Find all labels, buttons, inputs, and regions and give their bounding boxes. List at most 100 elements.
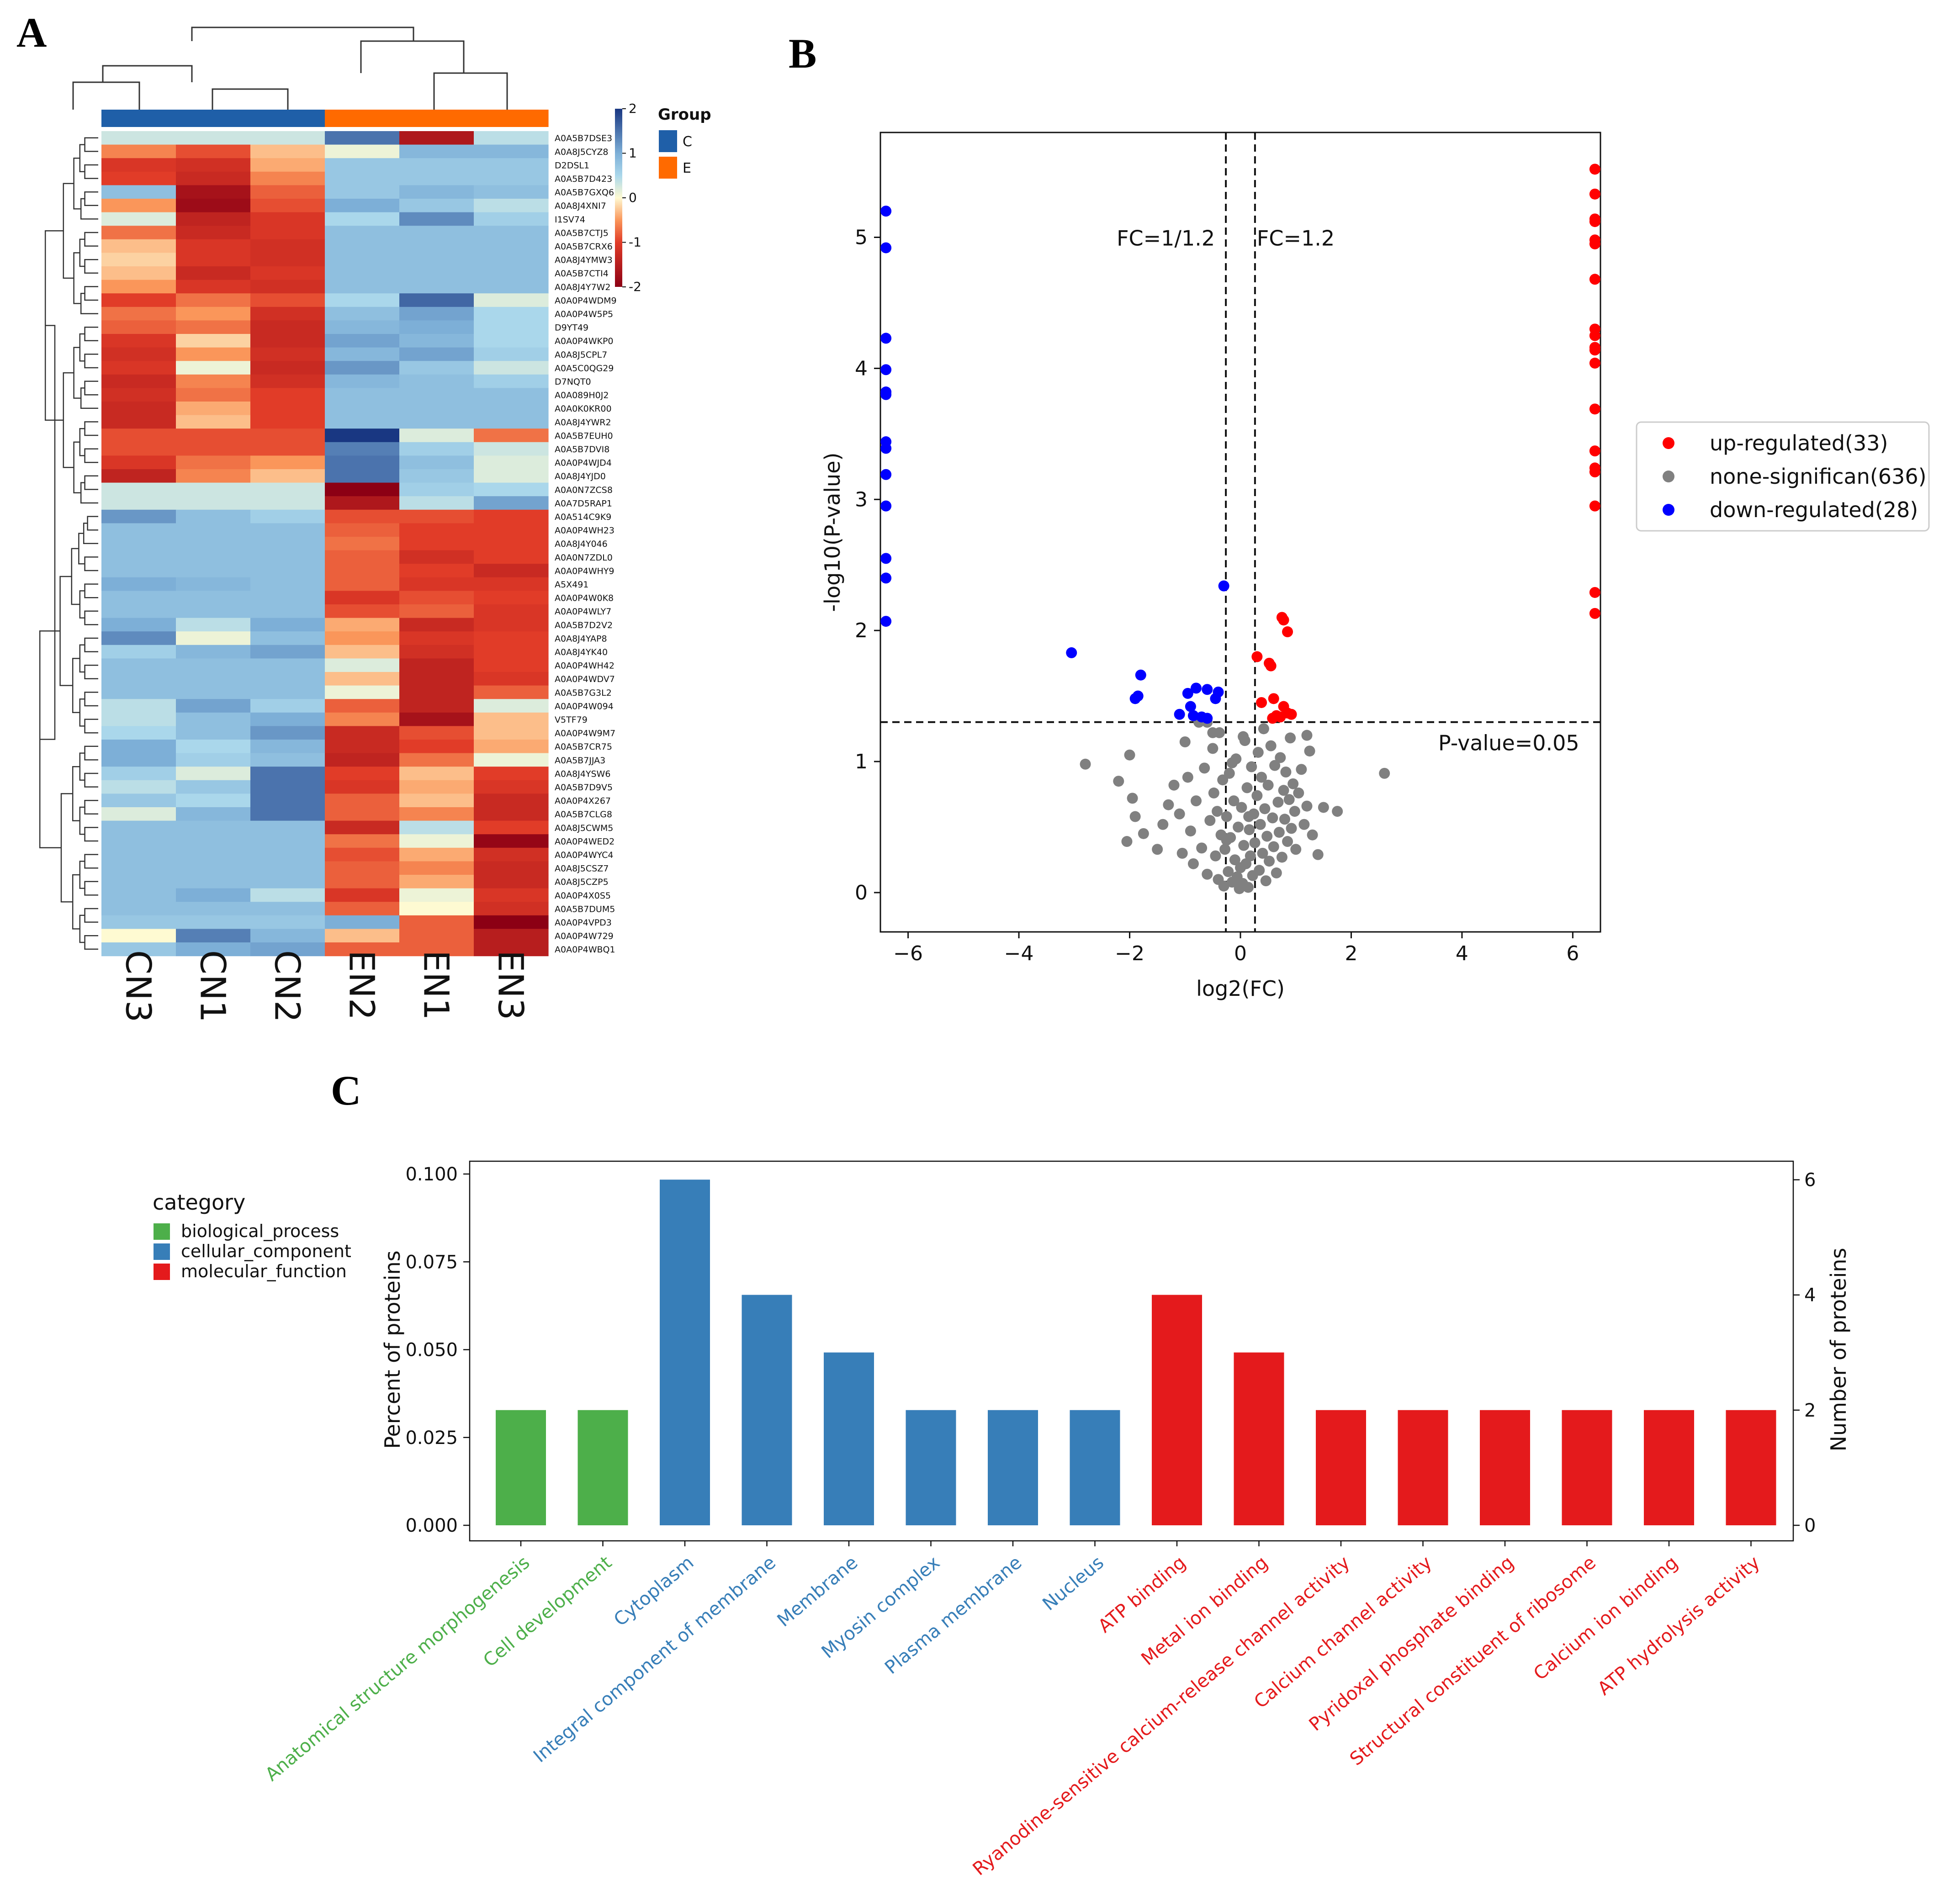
heatmap-cell (399, 672, 474, 686)
none-significant-point (1157, 819, 1169, 830)
down-regulated-point (880, 206, 892, 217)
colorbar-tick-label: -2 (629, 279, 641, 294)
colorbar-strip (615, 109, 622, 287)
heatmap-cell (474, 158, 549, 172)
volcano-x-tick-label: 0 (1234, 942, 1247, 965)
heatmap-cell (176, 740, 251, 754)
heatmap-cell (250, 212, 325, 226)
none-significant-point (1199, 762, 1210, 774)
heatmap-cell (399, 631, 474, 645)
heatmap-column-label: EN2 (342, 950, 382, 1020)
heatmap-cell (176, 253, 251, 267)
none-significant-point (1182, 772, 1193, 783)
heatmap-cell (474, 469, 549, 483)
heatmap-cell (399, 185, 474, 199)
none-significant-point (1268, 841, 1279, 852)
heatmap-cell (176, 550, 251, 564)
heatmap-cell (101, 523, 176, 537)
heatmap-cell (176, 685, 251, 699)
heatmap-cell (101, 253, 176, 267)
heatmap-cell (399, 374, 474, 388)
heatmap-column-label: CN2 (267, 950, 308, 1022)
up-regulated-point (1286, 709, 1297, 720)
group-bar-segment (176, 110, 251, 127)
up-regulated-point (1589, 274, 1600, 285)
gobar-y-label: Percent of proteins (380, 1250, 405, 1449)
heatmap-cell (325, 793, 400, 808)
heatmap-cell (399, 604, 474, 619)
heatmap-cell (399, 199, 474, 213)
heatmap-cell (399, 239, 474, 253)
heatmap-cell (250, 347, 325, 361)
gobar-bar (660, 1179, 710, 1525)
heatmap-cell (474, 253, 549, 267)
go-bar-panel: 0.000 0.025 0.050 0.075 0.100 0 2 4 6 Percent of … (153, 1160, 1851, 1880)
up-regulated-point (1282, 626, 1293, 638)
heatmap-cell (101, 672, 176, 686)
none-significant-point (1174, 808, 1185, 820)
heatmap-cell (325, 374, 400, 388)
heatmap-cell (474, 861, 549, 875)
heatmap-cell (250, 780, 325, 794)
none-significant-point (1127, 793, 1138, 804)
heatmap-cell (325, 875, 400, 889)
heatmap-row-label: A0A0K0KR00 (555, 404, 612, 414)
none-significant-point (1210, 850, 1221, 862)
heatmap-cell (250, 361, 325, 375)
heatmap-cell (250, 888, 325, 902)
heatmap-cell (399, 361, 474, 375)
heatmap-cell (101, 131, 176, 145)
heatmap-group-legend: Group CE (658, 106, 711, 179)
heatmap-cell (176, 591, 251, 605)
heatmap-cell (101, 374, 176, 388)
heatmap-cell (325, 266, 400, 280)
none-significant-point (1163, 799, 1174, 810)
row-dendrogram-branch (84, 881, 98, 896)
row-dendrogram-branch (79, 915, 85, 943)
row-dendrogram-branch (84, 326, 98, 342)
heatmap-cell (399, 780, 474, 794)
gobar-y-tick-label: 0.075 (405, 1252, 458, 1273)
heatmap-cell (325, 672, 400, 686)
heatmap-cell (101, 807, 176, 821)
heatmap-cell (176, 699, 251, 713)
up-regulated-point (1251, 651, 1263, 662)
gobar-legend-swatch (154, 1243, 170, 1260)
gobar-y2-label: Number of proteins (1826, 1248, 1851, 1452)
heatmap-cell (250, 550, 325, 564)
heatmap-cell (474, 334, 549, 348)
heatmap-cell (325, 631, 400, 645)
none-significant-point (1229, 854, 1240, 866)
heatmap-cell (399, 307, 474, 321)
heatmap-cell (101, 428, 176, 443)
heatmap-cells (101, 131, 549, 957)
heatmap-cell (250, 658, 325, 672)
heatmap-cell (250, 699, 325, 713)
heatmap-row-label: A0A0P4X267 (555, 796, 611, 806)
heatmap-row-label: A0A0P4W5P5 (555, 309, 613, 319)
heatmap-cell (325, 496, 400, 510)
heatmap-cell (325, 699, 400, 713)
none-significant-point (1245, 850, 1256, 862)
heatmap-cell (101, 537, 176, 551)
none-significant-point (1238, 840, 1250, 851)
up-regulated-point (1256, 697, 1267, 708)
panel-letter-a: A (16, 9, 47, 56)
heatmap-cell (176, 212, 251, 226)
volcano-x-tick-label: 4 (1456, 942, 1468, 965)
up-regulated-point (1589, 500, 1600, 512)
group-color-bar (101, 110, 549, 127)
row-dendrogram-branch (84, 692, 98, 707)
heatmap-row-label: A0A8J4YMW3 (555, 255, 613, 265)
heatmap-row-label: A0A0P4WDV7 (555, 674, 615, 684)
none-significant-point (1246, 761, 1257, 772)
heatmap-cell (474, 428, 549, 443)
volcano-y-tick-label: 1 (855, 750, 868, 773)
heatmap-cell (399, 807, 474, 821)
heatmap-cell (474, 699, 549, 713)
heatmap-cell (250, 442, 325, 456)
volcano-y-tick-label: 5 (855, 226, 868, 249)
colorbar-tick-label: -1 (629, 235, 641, 250)
heatmap-cell (101, 266, 176, 280)
heatmap-cell (325, 645, 400, 659)
